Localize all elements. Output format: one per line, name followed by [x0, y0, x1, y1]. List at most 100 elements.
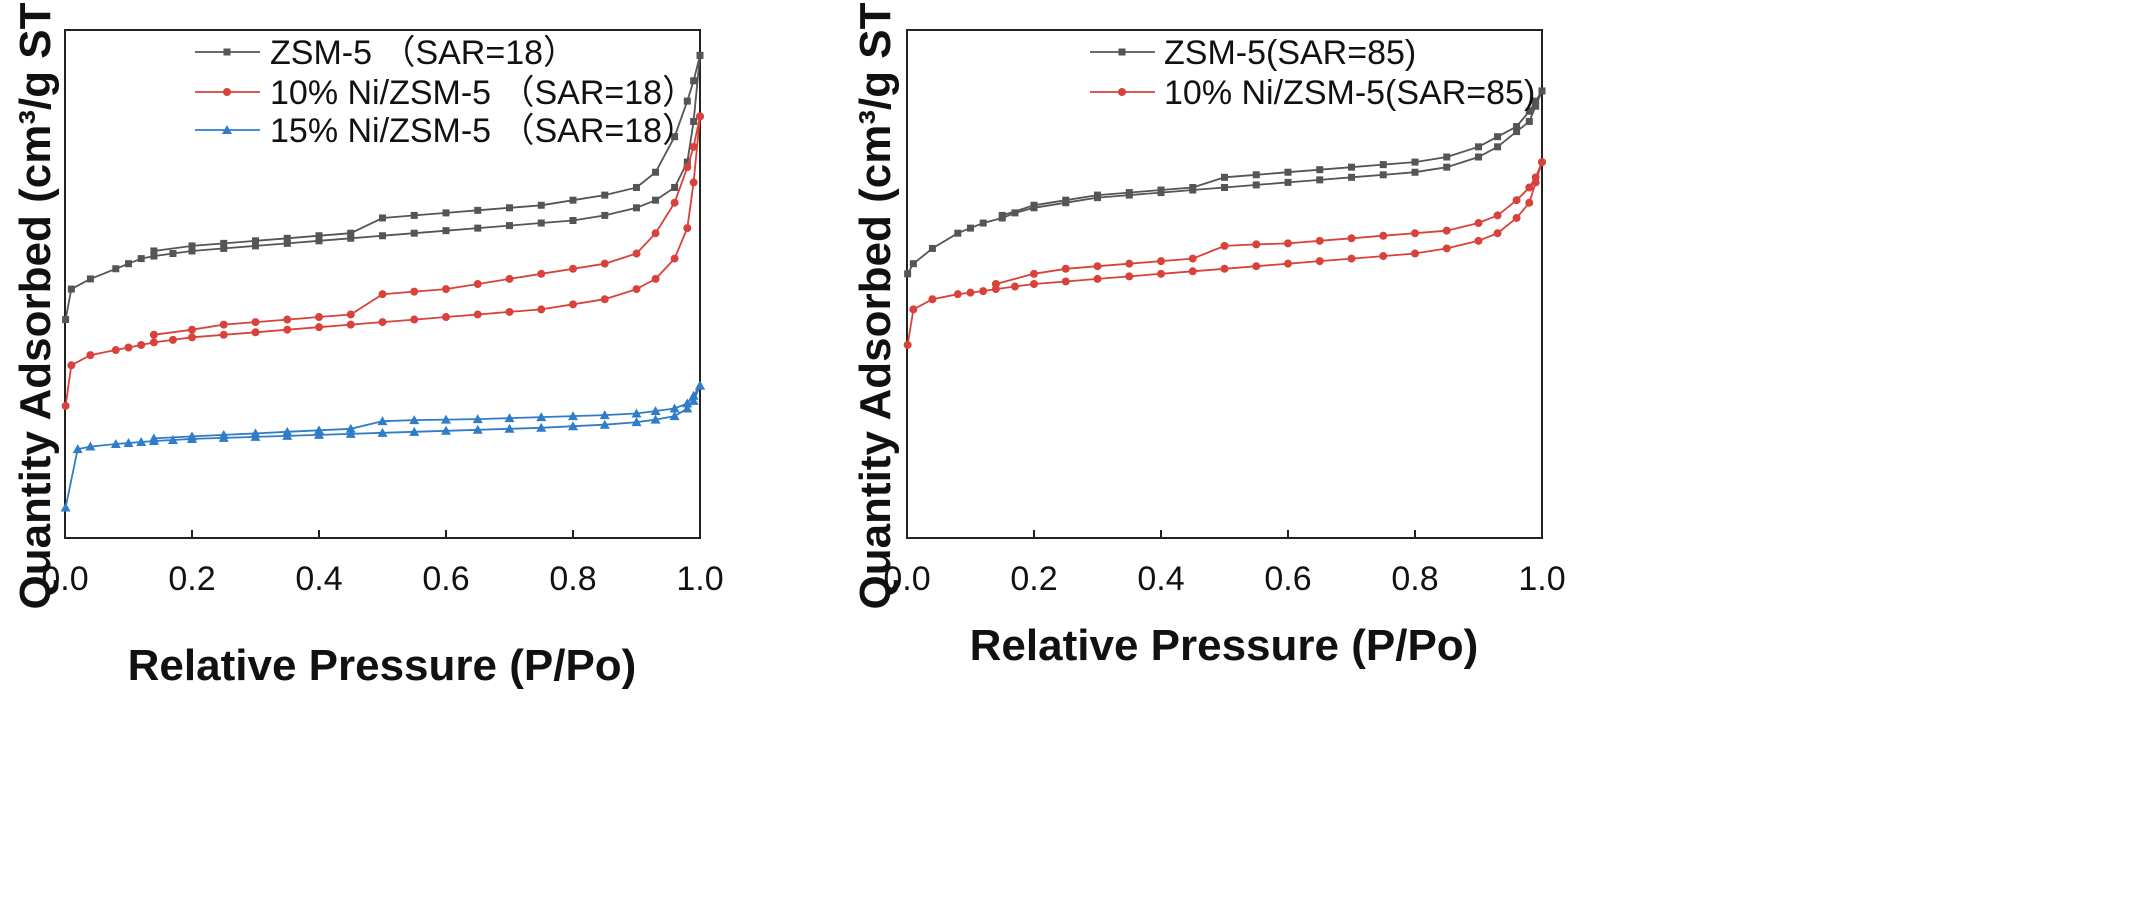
data-point: [967, 224, 974, 232]
data-point: [1525, 183, 1534, 192]
x-axis-title: Relative Pressure (P/Po): [970, 621, 1479, 670]
data-point: [671, 133, 679, 141]
data-point: [569, 196, 577, 204]
data-point: [633, 183, 640, 191]
data-point: [1284, 168, 1292, 176]
x-axis-title: Relative Pressure (P/Po): [128, 641, 637, 690]
data-point: [1252, 240, 1261, 249]
legend-label: 15% Ni/ZSM-5 （SAR=18）: [270, 112, 696, 150]
data-point: [1061, 264, 1070, 273]
data-point: [1411, 168, 1419, 176]
data-point: [1443, 153, 1451, 161]
data-point: [1284, 239, 1292, 248]
data-point: [568, 411, 578, 421]
data-point: [379, 214, 386, 222]
data-point: [1493, 229, 1502, 238]
series-square: [62, 51, 704, 324]
x-tick-label: 0.4: [295, 560, 342, 598]
data-point: [631, 417, 642, 427]
data-point: [504, 423, 515, 433]
data-point: [505, 307, 514, 316]
data-point: [136, 436, 147, 446]
data-point: [346, 320, 355, 329]
data-point: [442, 313, 450, 322]
data-point: [1011, 209, 1019, 217]
series-layer: [60, 51, 705, 512]
data-point: [909, 305, 918, 314]
data-point: [1512, 213, 1521, 222]
data-point: [536, 412, 547, 422]
data-point: [149, 330, 158, 339]
data-point: [1093, 262, 1102, 271]
data-point: [909, 260, 917, 268]
data-point: [966, 288, 975, 297]
data-point: [112, 265, 120, 273]
data-point: [1411, 249, 1419, 258]
data-point: [682, 398, 693, 408]
data-point: [378, 290, 387, 299]
data-point: [1220, 241, 1229, 250]
data-point: [473, 280, 482, 288]
y-axis-title: Quantity Adsorbed (cm³/g STP): [11, 0, 60, 610]
data-point: [1220, 264, 1229, 273]
data-point: [442, 209, 450, 217]
data-point: [631, 408, 642, 418]
data-point: [410, 229, 418, 237]
data-point: [928, 244, 936, 252]
data-point: [1532, 97, 1540, 105]
adsorption-branch-line: [64, 116, 701, 407]
data-point: [1125, 189, 1133, 197]
data-point: [652, 168, 660, 176]
data-point: [283, 234, 291, 242]
data-point: [377, 416, 388, 426]
data-point: [347, 229, 355, 237]
data-point: [347, 234, 355, 242]
series-square: [904, 87, 1546, 278]
data-point: [651, 229, 660, 238]
legend-entry: ZSM-5(SAR=85): [1090, 34, 1416, 72]
data-point: [219, 330, 228, 339]
data-point: [345, 423, 356, 433]
data-point: [442, 227, 450, 235]
data-point: [991, 280, 1000, 288]
data-point: [377, 427, 388, 437]
data-point: [282, 426, 293, 436]
data-point: [1475, 153, 1482, 161]
data-point: [1494, 133, 1502, 141]
data-point: [1157, 257, 1165, 266]
adsorption-branch-line: [64, 55, 701, 320]
data-point: [218, 429, 229, 439]
adsorption-branch-line: [906, 161, 1543, 346]
data-point: [683, 158, 691, 166]
data-point: [1030, 201, 1038, 209]
data-point: [250, 428, 261, 438]
x-tick-marks: [64, 530, 701, 538]
x-tick-label: 0.8: [1391, 560, 1438, 598]
adsorption-branch-line: [64, 385, 701, 508]
data-point: [1316, 166, 1324, 174]
data-point: [441, 425, 451, 435]
data-point: [111, 346, 120, 355]
data-point: [252, 242, 259, 250]
data-point: [1125, 272, 1134, 281]
x-tick-labels: 0.0 0.2 0.4 0.6 0.8 1.0: [41, 560, 723, 598]
data-point: [979, 287, 988, 296]
data-point: [1125, 259, 1134, 268]
x-tick-label: 1.0: [1518, 560, 1565, 598]
data-point: [314, 429, 324, 439]
data-point: [410, 211, 418, 219]
data-point: [689, 142, 698, 151]
data-point: [472, 424, 483, 434]
data-point: [1411, 229, 1419, 238]
data-point: [1188, 267, 1197, 276]
data-point: [125, 260, 132, 268]
data-point: [472, 414, 483, 424]
data-point: [188, 325, 196, 334]
data-point: [537, 269, 546, 278]
data-point: [219, 320, 228, 329]
data-point: [123, 438, 134, 448]
data-point: [187, 431, 197, 441]
data-point: [928, 295, 937, 304]
legend-label: ZSM-5 （SAR=18）: [270, 34, 577, 72]
data-point: [220, 239, 228, 247]
